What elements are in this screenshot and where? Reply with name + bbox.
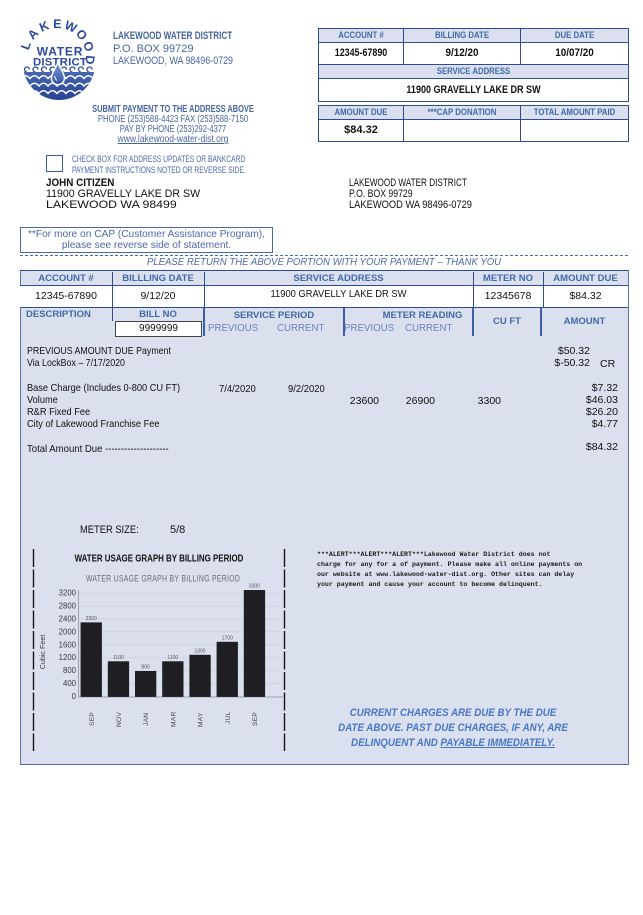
svg-text:O: O: [80, 40, 96, 54]
svg-text:1100: 1100: [167, 655, 178, 661]
svg-text:2000: 2000: [59, 627, 77, 636]
svg-text:800: 800: [63, 666, 77, 675]
svg-text:WATER: WATER: [37, 45, 83, 59]
svg-text:2800: 2800: [59, 602, 77, 611]
svg-text:0: 0: [72, 692, 77, 701]
svg-text:1300: 1300: [194, 648, 205, 654]
svg-text:3300: 3300: [249, 584, 260, 590]
svg-text:WATER USAGE GRAPH BY BILLING P: WATER USAGE GRAPH BY BILLING PERIOD: [86, 574, 240, 584]
svg-text:1600: 1600: [59, 640, 77, 649]
svg-text:800: 800: [141, 665, 150, 671]
svg-text:JUL: JUL: [225, 711, 232, 724]
svg-text:SEP: SEP: [89, 712, 96, 726]
svg-text:E: E: [53, 17, 62, 31]
svg-text:WATER USAGE GRAPH BY BILLING P: WATER USAGE GRAPH BY BILLING PERIOD: [75, 553, 244, 564]
svg-text:MAR: MAR: [170, 711, 177, 727]
svg-text:D: D: [83, 55, 98, 65]
svg-text:1100: 1100: [113, 655, 124, 661]
svg-text:SEP: SEP: [252, 712, 259, 726]
svg-text:JAN: JAN: [143, 713, 150, 726]
svg-text:NOV: NOV: [116, 712, 123, 727]
svg-text:1700: 1700: [222, 635, 233, 641]
svg-text:Cubic Feet: Cubic Feet: [38, 635, 47, 670]
svg-text:2300: 2300: [86, 616, 97, 622]
svg-text:2400: 2400: [59, 614, 77, 623]
svg-text:W: W: [62, 18, 79, 36]
svg-text:DISTRICT: DISTRICT: [33, 57, 87, 69]
svg-text:1200: 1200: [59, 653, 77, 662]
svg-text:MAY: MAY: [198, 712, 205, 727]
svg-text:400: 400: [63, 679, 77, 688]
svg-text:3200: 3200: [59, 589, 77, 598]
